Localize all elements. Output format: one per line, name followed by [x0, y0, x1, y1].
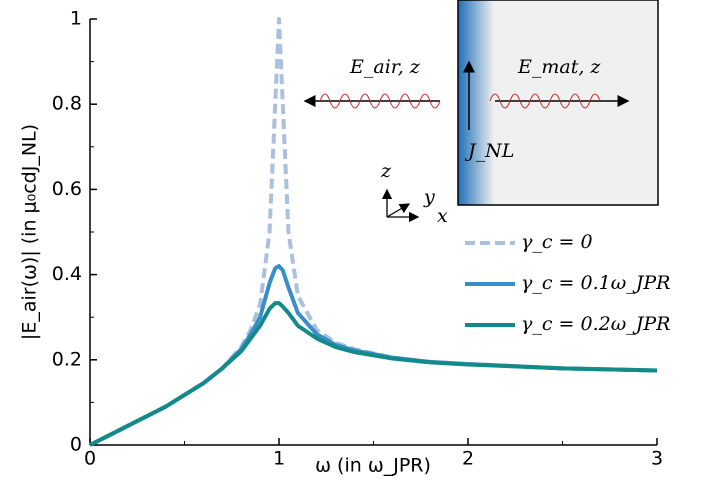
annotation: J_NL	[464, 140, 514, 162]
annotation: y	[423, 186, 435, 208]
legend-label: γ_c = 0.2ω_JPR	[521, 313, 670, 335]
annotation: x	[437, 205, 448, 227]
y-tick-label: 0.8	[52, 93, 82, 115]
annotation: z	[380, 160, 392, 182]
inset: E_air, z E_mat, z J_NL z y x	[303, 0, 659, 227]
legend-label: γ_c = 0	[521, 231, 593, 253]
y-tick-label: 0	[70, 434, 82, 456]
y-tick-label: 0.4	[52, 263, 82, 285]
x-tick-label: 2	[462, 448, 474, 470]
y-tick-label: 1	[70, 8, 82, 30]
x-tick-label: 3	[651, 448, 663, 470]
legend-label: γ_c = 0.1ω_JPR	[521, 272, 670, 294]
y-axis-label: |E_air(ω)| (in μ₀cdJ_NL)	[19, 124, 41, 340]
x-tick-label: 1	[273, 448, 285, 470]
annotation: E_mat, z	[517, 56, 601, 78]
annotation: E_air, z	[349, 56, 421, 78]
x-axis-label: ω (in ω_JPR)	[315, 455, 431, 477]
y-tick-label: 0.2	[52, 348, 82, 370]
series-line	[89, 301, 658, 447]
y-tick-label: 0.6	[52, 178, 82, 200]
x-tick-label: 0	[84, 448, 96, 470]
